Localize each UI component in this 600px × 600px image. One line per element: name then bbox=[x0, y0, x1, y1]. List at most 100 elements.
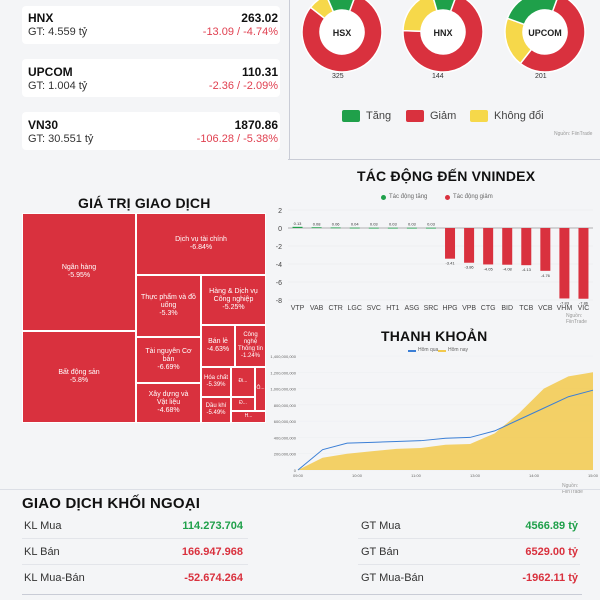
donut-label: HSX bbox=[333, 28, 352, 38]
impact-x-tick: ASG bbox=[405, 305, 420, 312]
impact-bar-label: -4.13 bbox=[522, 267, 532, 272]
impact-bar-label: -3.41 bbox=[445, 261, 455, 266]
donut-label: UPCOM bbox=[528, 28, 562, 38]
donut-count-hsx: 325 bbox=[332, 73, 344, 80]
liquidity-y-tick: 1,400,000,000 bbox=[270, 354, 296, 359]
treemap-cell[interactable]: Công nghệ Thông tin -1.24% bbox=[235, 325, 266, 367]
foreign-label: KL Mua-Bán bbox=[24, 572, 85, 584]
impact-x-tick: VCB bbox=[538, 305, 553, 312]
impact-bar-label: 0.03 bbox=[370, 222, 379, 227]
liquidity-y-tick: 200,000,000 bbox=[274, 452, 297, 457]
row-divider bbox=[358, 564, 580, 565]
row-divider bbox=[358, 538, 580, 539]
impact-source: Nguồn: FiinTrade bbox=[566, 313, 587, 325]
treemap-cell[interactable]: Bán lẻ -4.63% bbox=[201, 325, 235, 367]
impact-bar bbox=[578, 228, 589, 299]
donut-hole bbox=[421, 10, 465, 54]
impact-x-tick: SVC bbox=[367, 305, 381, 312]
liquidity-area-today bbox=[298, 372, 593, 470]
impact-x-tick: VTP bbox=[291, 305, 305, 312]
treemap-cell[interactable]: Xây dựng và Vật liệu -4.68% bbox=[136, 383, 201, 423]
index-card-hnx[interactable]: HNX 263.02 GT: 4.559 tỷ -13.09 / -4.74% bbox=[22, 6, 280, 44]
treemap-cell[interactable]: Dịch vụ tài chính -6.84% bbox=[136, 213, 266, 275]
impact-x-tick: VAB bbox=[310, 305, 324, 312]
impact-x-tick: VIC bbox=[578, 305, 590, 312]
foreign-label: GT Mua-Bán bbox=[361, 572, 424, 584]
treemap-cell[interactable]: Đ... bbox=[231, 397, 255, 411]
index-name: VN30 bbox=[28, 118, 59, 132]
donut-hole bbox=[320, 10, 364, 54]
breadth-source: Nguồn: FiinTrade bbox=[554, 131, 593, 137]
impact-x-tick: BID bbox=[501, 305, 513, 312]
treemap-cell[interactable]: Ô... bbox=[255, 367, 266, 411]
foreign-label: KL Mua bbox=[24, 520, 62, 532]
impact-legend-up: Tác động tăng bbox=[389, 194, 428, 200]
treemap-cell[interactable]: Ngân hàng -5.95% bbox=[22, 213, 136, 331]
foreign-value: 4566.89 tỷ bbox=[525, 520, 578, 532]
impact-bar-chart: 2 0 -2 -4 -6 -8 0.13 VTP 0.08 VAB 0.06 CTR 0.04 LGC 0.… bbox=[276, 208, 593, 312]
treemap: Ngân hàng -5.95% Bất động sản -5.8% Dịch v… bbox=[22, 213, 266, 423]
impact-bar-label: -7.86 bbox=[579, 301, 589, 306]
liquidity-area-chart: 1,400,000,000 1,200,000,000 1,000,000,000 8… bbox=[270, 354, 598, 478]
foreign-value: -1962.11 tỷ bbox=[522, 572, 578, 584]
impact-bar bbox=[559, 228, 570, 299]
index-value: 110.31 bbox=[241, 65, 278, 79]
liquidity-legend-prev: Hôm qua bbox=[418, 347, 439, 353]
legend-swatch-down bbox=[406, 110, 424, 122]
impact-bar bbox=[445, 228, 456, 259]
impact-x-tick: LGC bbox=[348, 305, 362, 312]
impact-title: TÁC ĐỘNG ĐẾN VNINDEX bbox=[357, 168, 536, 184]
impact-bar bbox=[521, 228, 532, 266]
liquidity-y-tick: 800,000,000 bbox=[274, 403, 297, 408]
treemap-cell[interactable]: Dầu khí -5.49% bbox=[201, 397, 231, 423]
liquidity-x-tick: 10:00 bbox=[352, 473, 363, 478]
impact-bar bbox=[502, 228, 513, 265]
impact-bar bbox=[483, 228, 494, 265]
impact-y-tick: -8 bbox=[276, 298, 282, 305]
impact-bar bbox=[540, 228, 551, 271]
liquidity-legend-prev-line bbox=[408, 350, 416, 352]
treemap-title: GIÁ TRỊ GIAO DỊCH bbox=[78, 195, 211, 211]
treemap-cell[interactable]: Tài nguyên Cơ bản -6.69% bbox=[136, 337, 201, 383]
impact-bar-label: -4.76 bbox=[541, 273, 551, 278]
index-volume: GT: 30.551 tỷ bbox=[28, 133, 94, 145]
liquidity-y-tick: 1,000,000,000 bbox=[270, 387, 296, 392]
foreign-label: GT Bán bbox=[361, 546, 399, 558]
vertical-divider bbox=[289, 0, 290, 160]
index-change: -106.28 / -5.38% bbox=[196, 133, 278, 145]
liquidity-y-tick: 400,000,000 bbox=[274, 435, 297, 440]
treemap-cell[interactable]: Đi... bbox=[231, 367, 255, 397]
donut-segment-flat bbox=[402, 0, 438, 32]
liquidity-x-tick: 11:00 bbox=[411, 473, 421, 478]
impact-x-tick: VPB bbox=[462, 305, 476, 312]
liquidity-y-tick: 600,000,000 bbox=[274, 419, 297, 424]
impact-y-tick: -2 bbox=[276, 244, 282, 251]
liquidity-source: Nguồn: FiinTrade bbox=[562, 483, 583, 495]
treemap-cell[interactable]: Bất động sản -5.8% bbox=[22, 331, 136, 423]
treemap-cell[interactable]: Thực phẩm và đồ uống -5.3% bbox=[136, 275, 201, 337]
index-value: 1870.86 bbox=[234, 118, 278, 132]
treemap-cell[interactable]: Hóa chất -5.39% bbox=[201, 367, 231, 397]
index-card-upcom[interactable]: UPCOM 110.31 GT: 1.004 tỷ -2.36 / -2.09% bbox=[22, 59, 280, 97]
liquidity-line-prev bbox=[297, 389, 594, 471]
donut-count-upcom: 201 bbox=[535, 73, 547, 80]
foreign-title: GIAO DỊCH KHỐI NGOẠI bbox=[22, 495, 201, 512]
impact-x-tick: HT1 bbox=[386, 305, 399, 312]
liquidity-legend-today-line bbox=[438, 350, 446, 352]
liquidity-legend-today: Hôm nay bbox=[448, 347, 469, 353]
treemap-cell[interactable]: Hàng & Dịch vụ Công nghiệp -5.25% bbox=[201, 275, 266, 325]
legend-label-flat: Không đổi bbox=[494, 110, 544, 122]
foreign-label: KL Bán bbox=[24, 546, 60, 558]
impact-bar bbox=[330, 227, 341, 229]
impact-x-tick: HPG bbox=[442, 305, 457, 312]
liquidity-title: THANH KHOẢN bbox=[381, 328, 488, 344]
row-divider bbox=[22, 538, 248, 539]
index-card-vn30[interactable]: VN30 1870.86 GT: 30.551 tỷ -106.28 / -5.… bbox=[22, 112, 280, 150]
impact-y-tick: -6 bbox=[276, 280, 282, 287]
impact-bar bbox=[368, 227, 379, 229]
impact-bar bbox=[311, 227, 322, 229]
foreign-value: 6529.00 tỷ bbox=[525, 546, 578, 558]
treemap-cell[interactable]: H... bbox=[231, 411, 266, 423]
impact-bar bbox=[292, 226, 303, 228]
bottom-rule bbox=[22, 594, 582, 595]
